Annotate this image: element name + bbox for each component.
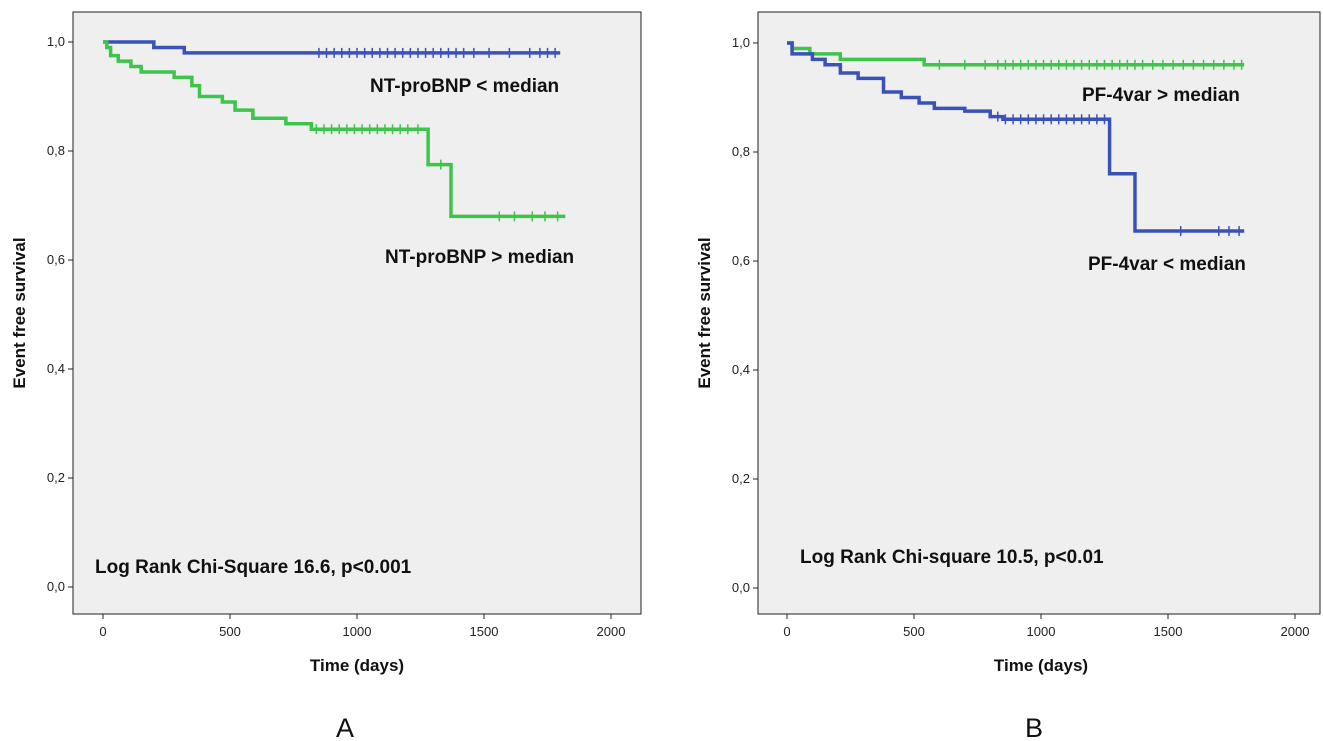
panel-b-plot-area	[757, 11, 1321, 615]
panel-b-series-label: PF-4var > median	[1082, 85, 1240, 106]
panel-a-x-tick-label: 2000	[597, 624, 626, 639]
panel-a-series-label: NT-proBNP > median	[385, 247, 574, 268]
panel-b-x-tick-label: 500	[903, 624, 925, 639]
panel-a-series-1: NT-proBNP < median	[103, 40, 561, 97]
panel-b-x-tick-label: 1500	[1154, 624, 1183, 639]
panel-b-x-tick-label: 2000	[1281, 624, 1310, 639]
panel-b-y-tick-label: 1,0	[732, 35, 750, 50]
panel-b-y-tick-label: 0,6	[732, 253, 750, 268]
panel-b-series-label: PF-4var < median	[1088, 254, 1246, 275]
panel-b-y-axis-title: Event free survival	[695, 237, 714, 388]
panel-b-series-2: PF-4var < median	[787, 41, 1246, 275]
panel-b-x-axis-title: Time (days)	[994, 656, 1088, 675]
panel-a-plot-area	[72, 11, 642, 615]
panel-a-x-tick-label: 1500	[470, 624, 499, 639]
panel-b-x-tick-label: 1000	[1027, 624, 1056, 639]
panel-a-y-tick-label: 0,4	[47, 361, 65, 376]
panel-a-x-tick-label: 0	[99, 624, 106, 639]
panel-a-y-tick-label: 0,0	[47, 579, 65, 594]
panel-a-y-tick-label: 0,2	[47, 470, 65, 485]
panel-a-chart: 0,0 0,2 0,4 0,6 0,8 1,0 0 500 1000 1500 2000 Time (…	[10, 11, 642, 741]
panel-a-y-tick-label: 0,8	[47, 143, 65, 158]
panel-a-y-tick-label: 0,6	[47, 252, 65, 267]
panel-a-series-label: NT-proBNP < median	[370, 76, 559, 97]
panel-a-x-tick-label: 500	[219, 624, 241, 639]
panel-b-x-tick-label: 0	[783, 624, 790, 639]
panel-a-series-2: NT-proBNP > median	[103, 40, 574, 268]
panel-a-log-rank-annotation: Log Rank Chi-Square 16.6, p<0.001	[95, 557, 412, 578]
panel-a-y-axis-title: Event free survival	[10, 237, 29, 388]
panel-b-y-tick-label: 0,2	[732, 471, 750, 486]
panel-b-y-tick-label: 0,0	[732, 580, 750, 595]
panel-a-y-tick-label: 1,0	[47, 34, 65, 49]
panel-a-series-line	[103, 40, 561, 55]
panel-a-panel-letter: A	[336, 713, 354, 741]
panel-a-x-axis-title: Time (days)	[310, 656, 404, 675]
panel-b-panel-letter: B	[1025, 713, 1043, 741]
panel-b-y-tick-label: 0,8	[732, 144, 750, 159]
panel-a-series-line	[103, 40, 566, 219]
panel-b-chart: 0,0 0,2 0,4 0,6 0,8 1,0 0 500 1000 1500 2000 Time (…	[695, 11, 1321, 741]
panel-a-x-tick-label: 1000	[343, 624, 372, 639]
panel-b-log-rank-annotation: Log Rank Chi-square 10.5, p<0.01	[800, 547, 1104, 568]
panel-b-y-tick-label: 0,4	[732, 362, 750, 377]
